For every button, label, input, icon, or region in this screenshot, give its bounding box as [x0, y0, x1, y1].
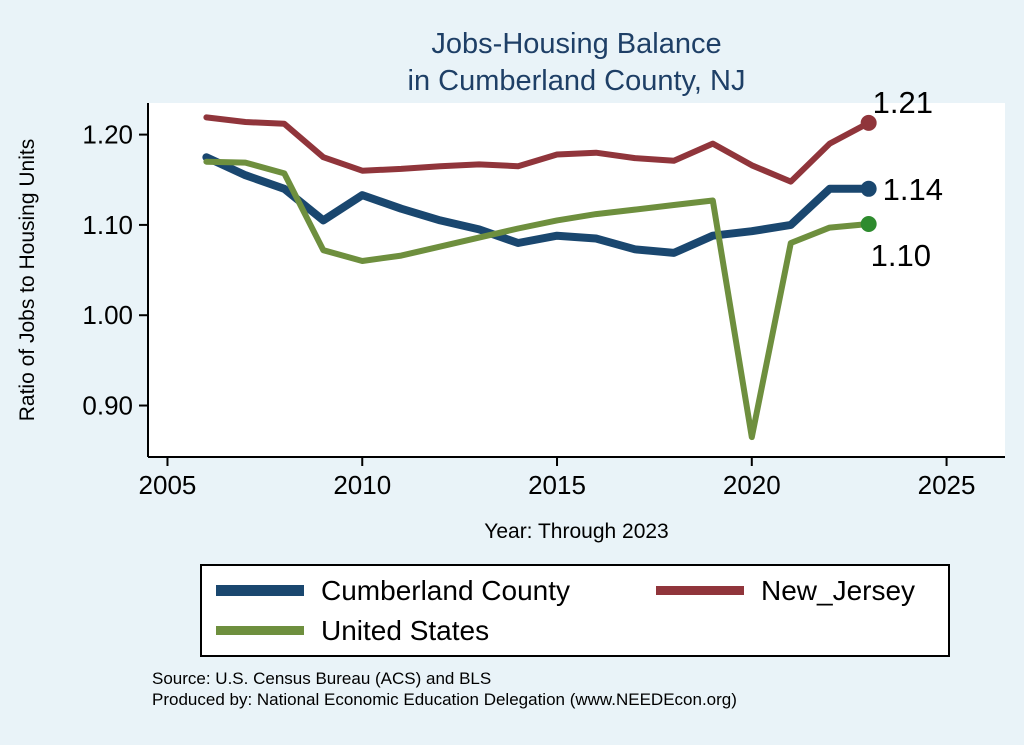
series-line: [203, 158, 872, 441]
y-tick-label: 1.10: [82, 210, 133, 240]
y-tick-label: 1.20: [82, 120, 133, 150]
chart-title-line2: in Cumberland County, NJ: [407, 65, 746, 97]
footer-notes: Source: U.S. Census Bureau (ACS) and BLS…: [152, 668, 737, 710]
legend-label: Cumberland County: [321, 574, 571, 606]
y-tick-label: 0.90: [82, 391, 133, 421]
x-tick-label: 2010: [333, 470, 391, 500]
series-line: [203, 114, 872, 185]
legend-swatch: [216, 585, 304, 596]
legend-swatch: [656, 586, 744, 595]
legend-label: New_Jersey: [761, 574, 916, 606]
x-tick-label: 2015: [528, 470, 586, 500]
series-line: [202, 153, 873, 257]
x-tick-label: 2025: [918, 470, 976, 500]
legend-item: New_Jersey: [656, 575, 934, 607]
end-marker: [860, 114, 877, 131]
chart-title-line1: Jobs-Housing Balance: [431, 28, 722, 60]
chart-title: Jobs-Housing Balance in Cumberland Count…: [148, 26, 1005, 100]
x-axis-title: Year: Through 2023: [484, 520, 669, 543]
y-tick-label: 1.00: [82, 300, 133, 330]
x-tick-label: 2020: [723, 470, 781, 500]
end-label: 1.14: [883, 172, 943, 207]
produced-by-note: Produced by: National Economic Education…: [152, 690, 737, 709]
source-note: Source: U.S. Census Bureau (ACS) and BLS: [152, 669, 492, 688]
x-tick-label: 2005: [139, 470, 197, 500]
end-marker: [860, 216, 877, 233]
plot-background: [148, 103, 1005, 457]
legend-swatch: [216, 626, 304, 635]
legend-item: United States: [216, 615, 656, 647]
legend-label: United States: [321, 614, 490, 646]
legend-item: Cumberland County: [216, 575, 656, 607]
legend: Cumberland County New_Jersey United States: [200, 564, 950, 657]
end-label: 1.21: [873, 85, 933, 120]
end-marker: [860, 180, 877, 197]
end-label: 1.10: [871, 238, 931, 273]
